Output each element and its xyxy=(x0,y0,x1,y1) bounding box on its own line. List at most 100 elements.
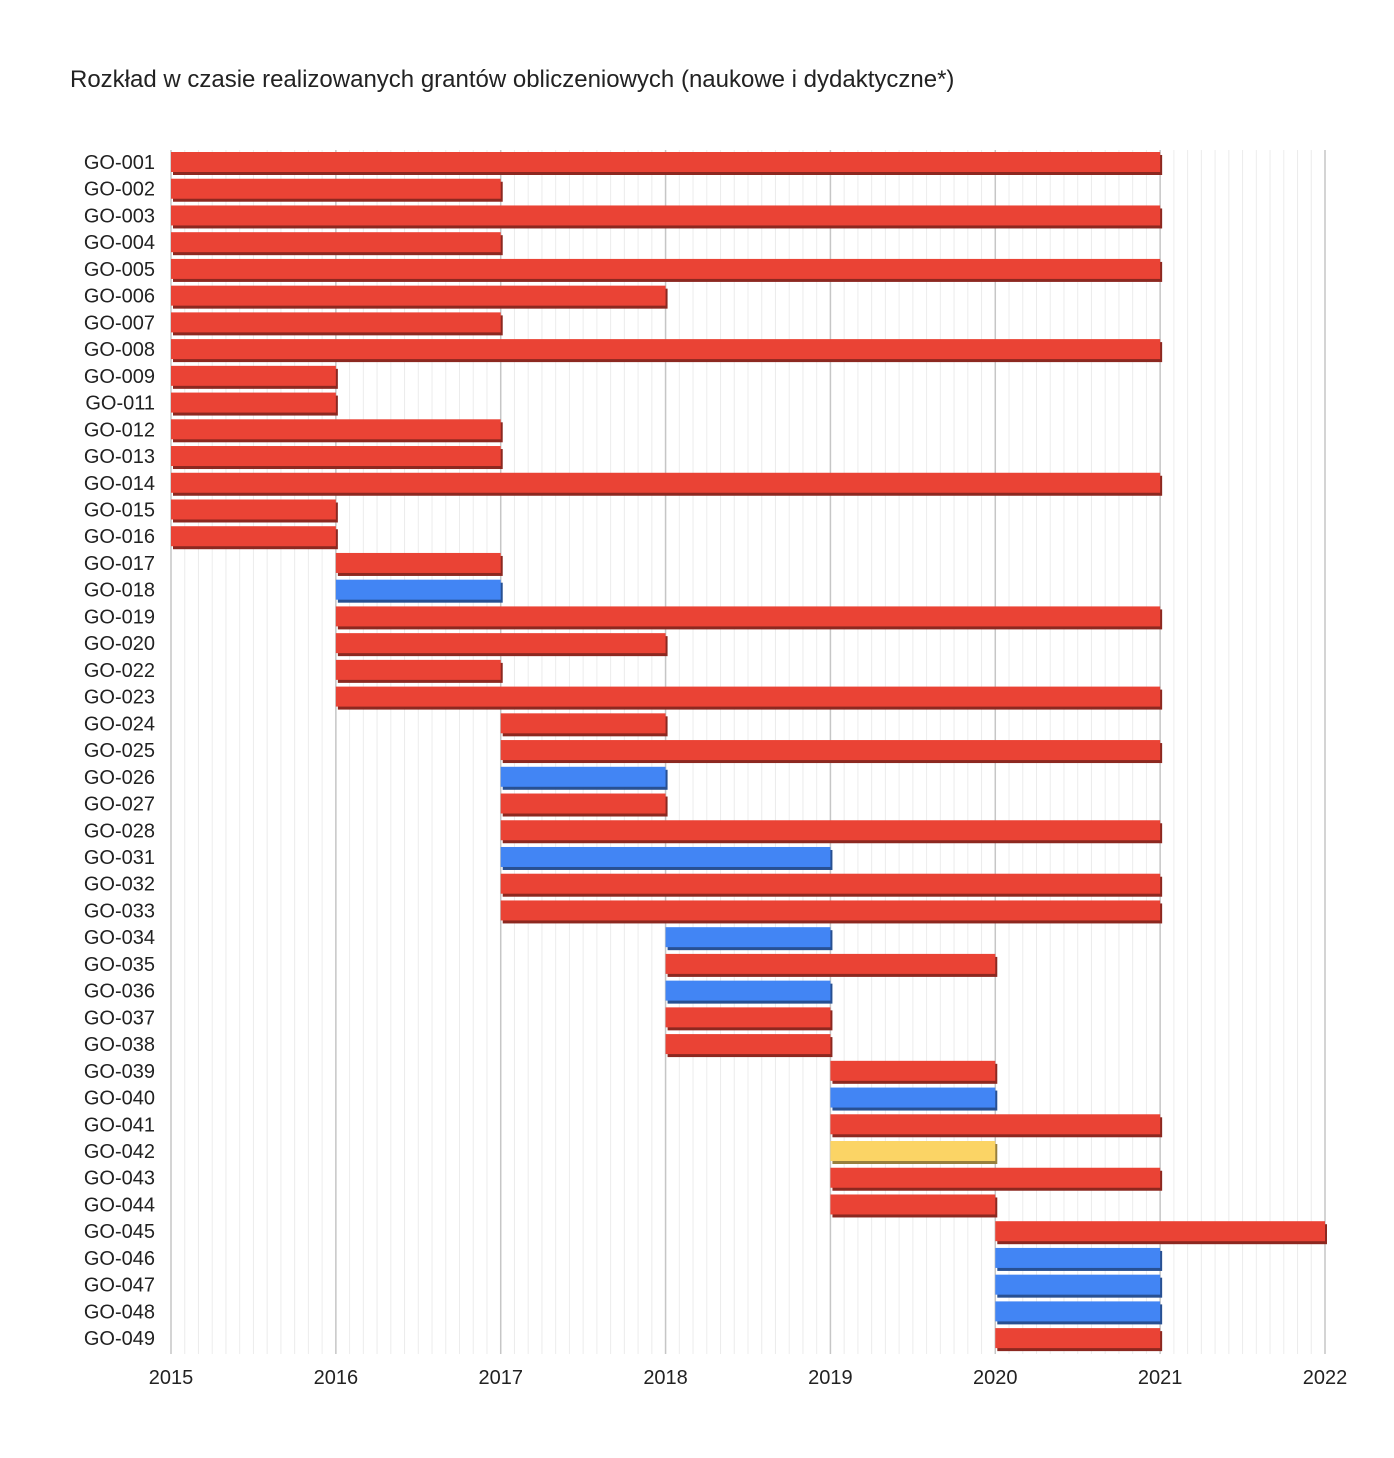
category-label: GO-006 xyxy=(84,286,155,308)
gantt-bar xyxy=(500,820,1163,844)
gantt-bar xyxy=(665,980,833,1004)
gantt-bar xyxy=(500,793,668,817)
gantt-bar xyxy=(830,1087,998,1111)
category-label: GO-026 xyxy=(84,767,155,789)
category-label: GO-012 xyxy=(84,419,155,441)
gantt-bar xyxy=(171,339,1163,363)
gantt-bar-face xyxy=(830,1194,996,1215)
category-label: GO-032 xyxy=(84,874,155,896)
category-label: GO-005 xyxy=(84,259,155,281)
category-label: GO-004 xyxy=(84,232,155,254)
gantt-bar xyxy=(171,499,338,523)
gantt-bar-face xyxy=(500,820,1161,841)
category-label: GO-047 xyxy=(84,1275,155,1297)
gantt-bar-face xyxy=(665,980,831,1001)
category-label: GO-045 xyxy=(84,1221,155,1243)
gantt-bar-face xyxy=(500,846,831,867)
x-tick-label: 2022 xyxy=(1303,1367,1348,1389)
gantt-bar xyxy=(500,740,1163,764)
bar-layer xyxy=(171,152,1327,1352)
x-tick-label: 2020 xyxy=(973,1367,1018,1389)
gantt-bar-face xyxy=(171,152,1161,172)
x-tick-label-layer: 2015 2016 2017 2018 2019 2020 2021 2022 xyxy=(149,1367,1348,1389)
category-label: GO-024 xyxy=(84,713,155,735)
gantt-bar-face xyxy=(995,1247,1161,1268)
gantt-bar xyxy=(500,846,833,870)
gantt-bar-face xyxy=(665,953,996,974)
gantt-bar-face xyxy=(171,392,336,413)
category-label: GO-003 xyxy=(84,205,155,227)
category-label: GO-042 xyxy=(84,1141,155,1163)
x-tick-label: 2019 xyxy=(808,1367,853,1389)
gantt-bar-face xyxy=(171,472,1161,493)
gantt-bar-face xyxy=(335,606,1161,627)
gantt-bar xyxy=(995,1274,1163,1298)
gantt-bar-face xyxy=(171,339,1161,360)
gantt-bar xyxy=(171,285,668,309)
gantt-bar xyxy=(500,900,1163,924)
gantt-bar-face xyxy=(171,312,501,333)
category-label: GO-031 xyxy=(84,847,155,869)
chart-title: Rozkład w czasie realizowanych grantów o… xyxy=(70,66,955,93)
gantt-bar xyxy=(171,205,1163,229)
gantt-bar-face xyxy=(171,258,1161,279)
x-tick-label: 2016 xyxy=(314,1367,359,1389)
gantt-bar xyxy=(171,365,338,389)
gantt-bar-face xyxy=(171,232,501,253)
gantt-bar xyxy=(171,526,338,550)
gantt-bar-face xyxy=(500,740,1161,761)
gantt-bar xyxy=(830,1194,998,1218)
category-label: GO-017 xyxy=(84,553,155,575)
category-label: GO-014 xyxy=(84,473,155,495)
gantt-bar-face xyxy=(335,686,1161,707)
x-tick-label: 2015 xyxy=(149,1367,194,1389)
category-label: GO-025 xyxy=(84,740,155,762)
category-label: GO-048 xyxy=(84,1301,155,1323)
gantt-bar-face xyxy=(830,1167,1161,1188)
gantt-bar xyxy=(171,152,1163,175)
gantt-bar-face xyxy=(171,205,1161,226)
category-label: GO-036 xyxy=(84,981,155,1003)
category-label: GO-043 xyxy=(84,1168,155,1190)
gantt-bar-face xyxy=(995,1274,1161,1295)
category-label: GO-019 xyxy=(84,606,155,628)
category-label: GO-008 xyxy=(84,339,155,361)
gantt-bar xyxy=(830,1060,998,1084)
gantt-bar-face xyxy=(500,713,666,734)
gantt-bar xyxy=(500,873,1163,897)
gantt-bar-face xyxy=(995,1301,1161,1322)
category-label: GO-033 xyxy=(84,900,155,922)
gantt-bar-face xyxy=(500,793,666,814)
gantt-bar xyxy=(335,552,503,576)
gantt-bar xyxy=(830,1167,1163,1191)
category-label: GO-015 xyxy=(84,499,155,521)
category-label-layer: GO-001 GO-002 GO-003 GO-004 GO-005 GO-006 GO-0… xyxy=(84,152,155,1350)
x-tick-label: 2021 xyxy=(1138,1367,1183,1389)
x-tick-label: 2018 xyxy=(643,1367,688,1389)
gantt-bar-face xyxy=(171,446,501,467)
gantt-bar-face xyxy=(335,552,501,573)
gantt-bar xyxy=(665,1007,833,1031)
gantt-bar xyxy=(171,232,503,256)
gantt-bar xyxy=(995,1221,1327,1245)
gantt-bar xyxy=(335,659,503,683)
gantt-bar-face xyxy=(171,526,336,547)
category-label: GO-049 xyxy=(84,1328,155,1350)
category-label: GO-041 xyxy=(84,1114,155,1136)
gantt-bar xyxy=(995,1328,1163,1352)
gantt-bar xyxy=(665,927,833,951)
category-label: GO-039 xyxy=(84,1061,155,1083)
category-label: GO-035 xyxy=(84,954,155,976)
gantt-bar-face xyxy=(500,766,666,787)
category-label: GO-040 xyxy=(84,1088,155,1110)
category-label: GO-007 xyxy=(84,312,155,334)
gantt-bar-face xyxy=(171,365,336,386)
gantt-bar xyxy=(995,1247,1163,1271)
category-label: GO-028 xyxy=(84,820,155,842)
gantt-bar-face xyxy=(995,1328,1161,1349)
category-label: GO-013 xyxy=(84,446,155,468)
gantt-bar-face xyxy=(171,285,666,306)
gantt-bar xyxy=(171,312,503,336)
gantt-bar-face xyxy=(665,927,831,948)
